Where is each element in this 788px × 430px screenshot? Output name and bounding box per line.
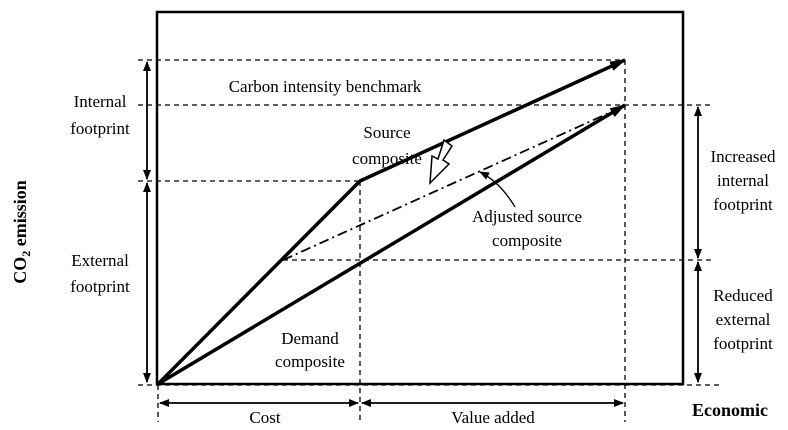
benchmark-label: Carbon intensity benchmark [229, 77, 422, 96]
y-axis-sub: 2 [19, 251, 33, 257]
hollow-arrow [429, 138, 454, 185]
increased-label: Increased [710, 147, 776, 166]
reduced-label: external [716, 310, 771, 329]
demand-label: Demand [281, 329, 339, 348]
cost-label: Cost [249, 408, 280, 427]
y-axis-main: CO [10, 257, 30, 284]
frame [155, 10, 685, 386]
pointer-arrow [479, 171, 516, 208]
reduced-label: footprint [713, 334, 773, 353]
composite-lines [156, 58, 626, 386]
y-axis-rest: emission [10, 180, 30, 251]
adjusted-label: composite [492, 231, 562, 250]
adjusted-label: Adjusted source [472, 207, 582, 226]
reduced-label: Reduced [713, 286, 773, 305]
dashed-guides [138, 59, 722, 422]
increased-label: internal [717, 171, 769, 190]
increased-label: footprint [713, 195, 773, 214]
internal-label: Internal [74, 92, 127, 111]
demand-label: composite [275, 352, 345, 371]
source-label: Source [363, 123, 410, 142]
dimension-arrows [143, 61, 702, 407]
internal-label: footprint [70, 119, 130, 138]
y-axis-label: CO2 emission [10, 180, 33, 284]
external-label: External [71, 251, 129, 270]
value-added-label: Value added [451, 408, 535, 427]
external-label: footprint [70, 277, 130, 296]
source-label: composite [352, 149, 422, 168]
x-axis-label: Economic [692, 400, 768, 420]
